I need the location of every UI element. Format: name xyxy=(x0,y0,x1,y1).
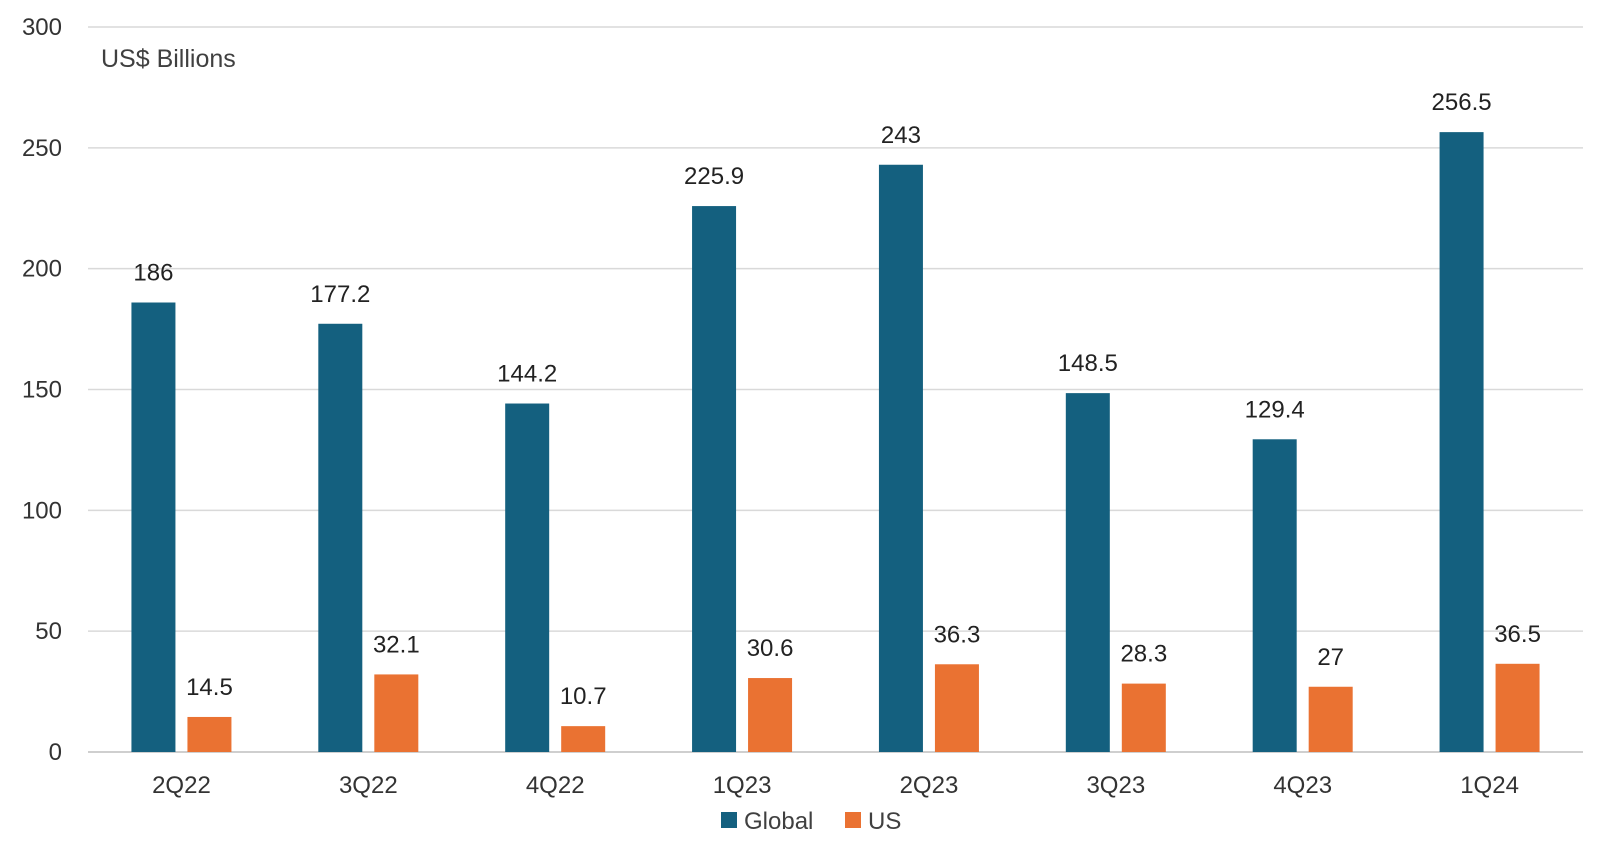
legend-swatch-us xyxy=(845,812,861,828)
y-tick-label: 200 xyxy=(22,256,62,283)
bar-global-1q24 xyxy=(1439,132,1484,752)
data-label-global: 144.2 xyxy=(497,361,557,388)
y-tick-label: 50 xyxy=(35,618,62,645)
bars xyxy=(131,132,1540,752)
y-tick-label: 150 xyxy=(22,377,62,404)
x-tick-label: 2Q23 xyxy=(900,772,959,799)
data-label-us: 30.6 xyxy=(747,635,794,662)
data-label-us: 36.5 xyxy=(1494,621,1541,648)
data-label-us: 32.1 xyxy=(373,631,420,658)
bar-us-4q23 xyxy=(1308,686,1353,752)
data-labels: 186 177.2 144.2 225.9 243 148.5 129.4 256.5 14.5… xyxy=(133,89,1541,710)
bar-global-2q22 xyxy=(131,302,176,752)
data-label-global: 243 xyxy=(881,122,921,149)
y-axis-unit-label: US$ Billions xyxy=(101,45,236,73)
legend: Global US xyxy=(721,808,901,835)
data-label-us: 28.3 xyxy=(1120,641,1167,668)
data-label-us: 36.3 xyxy=(934,621,981,648)
data-label-us: 27 xyxy=(1317,644,1344,671)
bar-global-3q22 xyxy=(318,323,363,752)
bar-us-3q23 xyxy=(1121,683,1166,752)
x-tick-label: 4Q23 xyxy=(1273,772,1332,799)
bar-us-1q23 xyxy=(748,678,793,752)
bar-us-2q22 xyxy=(187,716,232,752)
x-tick-label: 1Q23 xyxy=(713,772,772,799)
x-tick-label: 4Q22 xyxy=(526,772,585,799)
legend-label-global: Global xyxy=(744,808,813,835)
bar-us-1q24 xyxy=(1495,663,1540,752)
x-tick-label: 2Q22 xyxy=(152,772,211,799)
bar-global-2q23 xyxy=(878,164,923,752)
x-tick-label: 3Q22 xyxy=(339,772,398,799)
data-label-us: 10.7 xyxy=(560,683,607,710)
data-label-global: 225.9 xyxy=(684,163,744,190)
bar-global-3q23 xyxy=(1065,393,1110,752)
bar-us-4q22 xyxy=(561,726,606,752)
data-label-global: 129.4 xyxy=(1245,396,1305,423)
x-tick-label: 3Q23 xyxy=(1086,772,1145,799)
data-label-global: 186 xyxy=(133,260,173,287)
data-label-global: 148.5 xyxy=(1058,350,1118,377)
y-axis-ticks: 0 50 100 150 200 250 300 xyxy=(22,14,62,766)
y-tick-label: 100 xyxy=(22,497,62,524)
data-label-global: 256.5 xyxy=(1432,89,1492,116)
bar-global-4q22 xyxy=(505,403,550,752)
y-tick-label: 250 xyxy=(22,135,62,162)
bar-us-2q23 xyxy=(934,664,979,752)
bar-global-4q23 xyxy=(1252,439,1297,752)
data-label-us: 14.5 xyxy=(186,674,233,701)
data-label-global: 177.2 xyxy=(310,281,370,308)
bar-us-3q22 xyxy=(374,674,419,752)
bar-global-1q23 xyxy=(692,206,737,752)
legend-swatch-global xyxy=(721,812,737,828)
gridlines xyxy=(88,26,1583,753)
y-tick-label: 0 xyxy=(49,739,62,766)
legend-label-us: US xyxy=(868,808,901,835)
x-axis-ticks: 2Q22 3Q22 4Q22 1Q23 2Q23 3Q23 4Q23 1Q24 xyxy=(152,772,1519,799)
x-tick-label: 1Q24 xyxy=(1460,772,1519,799)
y-tick-label: 300 xyxy=(22,14,62,41)
